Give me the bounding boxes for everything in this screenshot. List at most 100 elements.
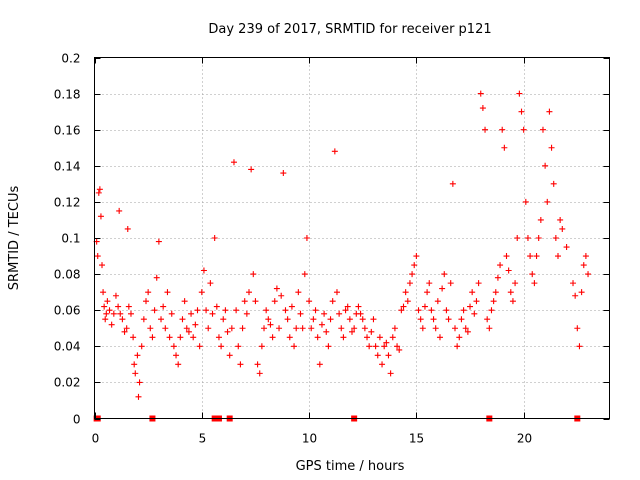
data-point: [110, 310, 117, 317]
data-point: [570, 280, 577, 287]
data-point: [409, 271, 416, 278]
data-point: [424, 289, 431, 296]
data-point: [299, 325, 306, 332]
data-point: [387, 370, 394, 377]
data-point: [183, 325, 190, 332]
data-point: [233, 307, 240, 314]
data-point: [452, 325, 458, 332]
x-tick-label: 10: [302, 432, 317, 446]
data-point: [394, 343, 401, 350]
x-tick-labels: 0 5 10 15 20: [92, 432, 532, 446]
data-point: [278, 292, 285, 299]
data-point: [439, 285, 446, 292]
data-point: [325, 343, 332, 350]
y-tick-label: 0.04: [54, 340, 81, 354]
data-point: [447, 280, 454, 287]
y-tick-label: 0.06: [54, 304, 81, 318]
data-point: [280, 170, 287, 177]
data-point: [327, 316, 334, 323]
data-point: [254, 361, 261, 368]
data-point: [284, 316, 291, 323]
data-point: [323, 328, 330, 335]
data-point: [155, 238, 162, 245]
data-point: [364, 334, 371, 341]
data-point: [291, 343, 298, 350]
plot-frame: [94, 57, 610, 419]
data-point: [147, 325, 154, 332]
grid: [94, 57, 610, 419]
data-point: [282, 307, 289, 314]
data-point: [578, 289, 585, 296]
data-point: [522, 198, 529, 205]
data-point: [555, 253, 561, 260]
data-point: [175, 361, 182, 368]
data-point: [140, 316, 147, 323]
data-point: [421, 303, 428, 310]
y-tick-label: 0: [73, 413, 81, 427]
data-point: [104, 298, 111, 305]
data-point: [226, 352, 233, 359]
data-point: [572, 292, 579, 299]
data-point: [349, 328, 355, 335]
data-point: [460, 307, 467, 314]
data-point: [482, 126, 489, 133]
data-point: [130, 334, 137, 341]
data-point: [308, 325, 315, 332]
data-point: [263, 307, 270, 314]
data-point: [135, 393, 142, 400]
data-point: [469, 289, 476, 296]
data-point: [125, 303, 132, 310]
data-point: [209, 310, 216, 317]
data-point: [582, 253, 589, 260]
x-tick-label: 15: [409, 432, 424, 446]
data-point: [188, 310, 195, 317]
data-point: [443, 307, 450, 314]
data-point: [213, 303, 220, 310]
data-point: [529, 271, 536, 278]
data-point: [211, 235, 218, 241]
data-point: [99, 262, 106, 269]
data-point: [340, 334, 347, 341]
data-point: [563, 244, 570, 251]
data-point: [552, 235, 559, 241]
data-point: [94, 253, 101, 260]
data-point: [449, 180, 456, 187]
data-point: [112, 292, 119, 299]
data-point: [546, 108, 553, 115]
data-point: [501, 144, 508, 151]
data-point: [239, 325, 246, 332]
data-point: [486, 325, 493, 332]
data-point: [580, 262, 587, 269]
data-point: [237, 361, 244, 368]
data-point: [456, 334, 463, 341]
data-point: [248, 166, 255, 173]
data-point: [359, 316, 366, 323]
data-point: [531, 280, 538, 287]
data-point: [160, 303, 167, 310]
y-tick-label: 0.16: [54, 124, 81, 138]
data-point: [497, 262, 504, 269]
data-point: [406, 280, 413, 287]
data-point: [464, 328, 471, 335]
data-point: [507, 289, 514, 296]
data-point: [361, 325, 368, 332]
data-point: [381, 343, 388, 350]
data-point: [301, 271, 308, 278]
data-point: [477, 90, 484, 97]
axis-ticks: [94, 57, 610, 420]
data-point: [383, 339, 390, 346]
data-point: [267, 321, 274, 328]
data-point: [179, 316, 186, 323]
data-point: [149, 334, 156, 341]
data-points: [93, 90, 592, 422]
data-point: [518, 108, 525, 115]
data-point: [544, 198, 551, 205]
data-point: [400, 303, 407, 310]
data-point: [432, 325, 439, 332]
data-point: [336, 310, 343, 317]
data-point: [158, 316, 165, 323]
data-point: [252, 298, 259, 305]
data-point: [228, 325, 235, 332]
data-point: [297, 310, 304, 317]
data-point: [520, 126, 527, 133]
